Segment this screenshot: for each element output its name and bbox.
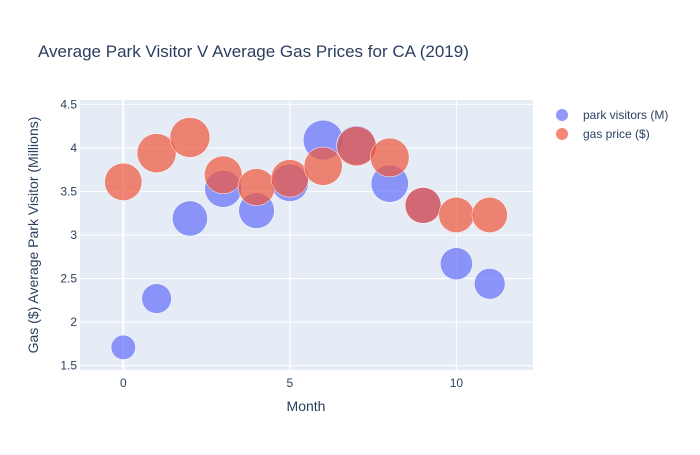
x-tick-label: 5 [287, 376, 294, 390]
marker-gas-price-month-2[interactable] [169, 117, 211, 158]
y-tick-label: 4 [70, 141, 77, 155]
y-tick-label: 4.5 [60, 97, 77, 111]
marker-park-visitors-month-2[interactable] [172, 200, 208, 237]
marker-gas-price-month-0[interactable] [104, 162, 143, 201]
marker-gas-price-month-1[interactable] [136, 133, 177, 173]
legend-item-park-visitors[interactable]: park visitors (M) [556, 108, 668, 122]
y-tick-label: 3.5 [60, 184, 77, 198]
tick-labels: 1.5 2 2.5 3 3.5 4 4.5 0 5 10 [60, 97, 463, 390]
legend-label-gas-price: gas price ($) [583, 127, 650, 141]
marker-gas-price-month-10[interactable] [438, 197, 475, 233]
legend-item-gas-price[interactable]: gas price ($) [556, 127, 650, 141]
marker-park-visitors-month-11[interactable] [474, 268, 506, 300]
data-markers[interactable] [104, 117, 508, 360]
marker-gas-price-month-6[interactable] [303, 146, 343, 186]
marker-park-visitors-month-10[interactable] [440, 247, 473, 281]
series-gas-price [104, 117, 508, 233]
x-tick-label: 10 [450, 376, 464, 390]
legend-swatch-gas-price [556, 128, 568, 140]
legend-swatch-park-visitors [556, 109, 568, 121]
legend[interactable]: park visitors (M) gas price ($) [556, 108, 668, 141]
y-axis-label: Gas ($) Average Park Visitor (Millions) [25, 117, 41, 354]
marker-park-visitors-month-0[interactable] [110, 334, 136, 360]
x-tick-label: 0 [120, 376, 127, 390]
marker-gas-price-month-5[interactable] [270, 159, 309, 198]
marker-gas-price-month-4[interactable] [237, 168, 276, 206]
chart-title: Average Park Visitor V Average Gas Price… [38, 42, 469, 61]
y-tick-label: 3 [70, 228, 77, 242]
marker-gas-price-month-3[interactable] [204, 155, 243, 195]
x-axis-label: Month [287, 398, 326, 414]
y-tick-label: 2 [70, 315, 77, 329]
y-tick-label: 2.5 [60, 272, 77, 286]
marker-park-visitors-month-1[interactable] [141, 283, 172, 314]
marker-gas-price-month-9[interactable] [404, 187, 442, 224]
marker-gas-price-month-11[interactable] [471, 197, 508, 233]
y-tick-label: 1.5 [60, 359, 77, 373]
legend-label-park-visitors: park visitors (M) [583, 108, 668, 122]
marker-gas-price-month-8[interactable] [370, 137, 410, 178]
